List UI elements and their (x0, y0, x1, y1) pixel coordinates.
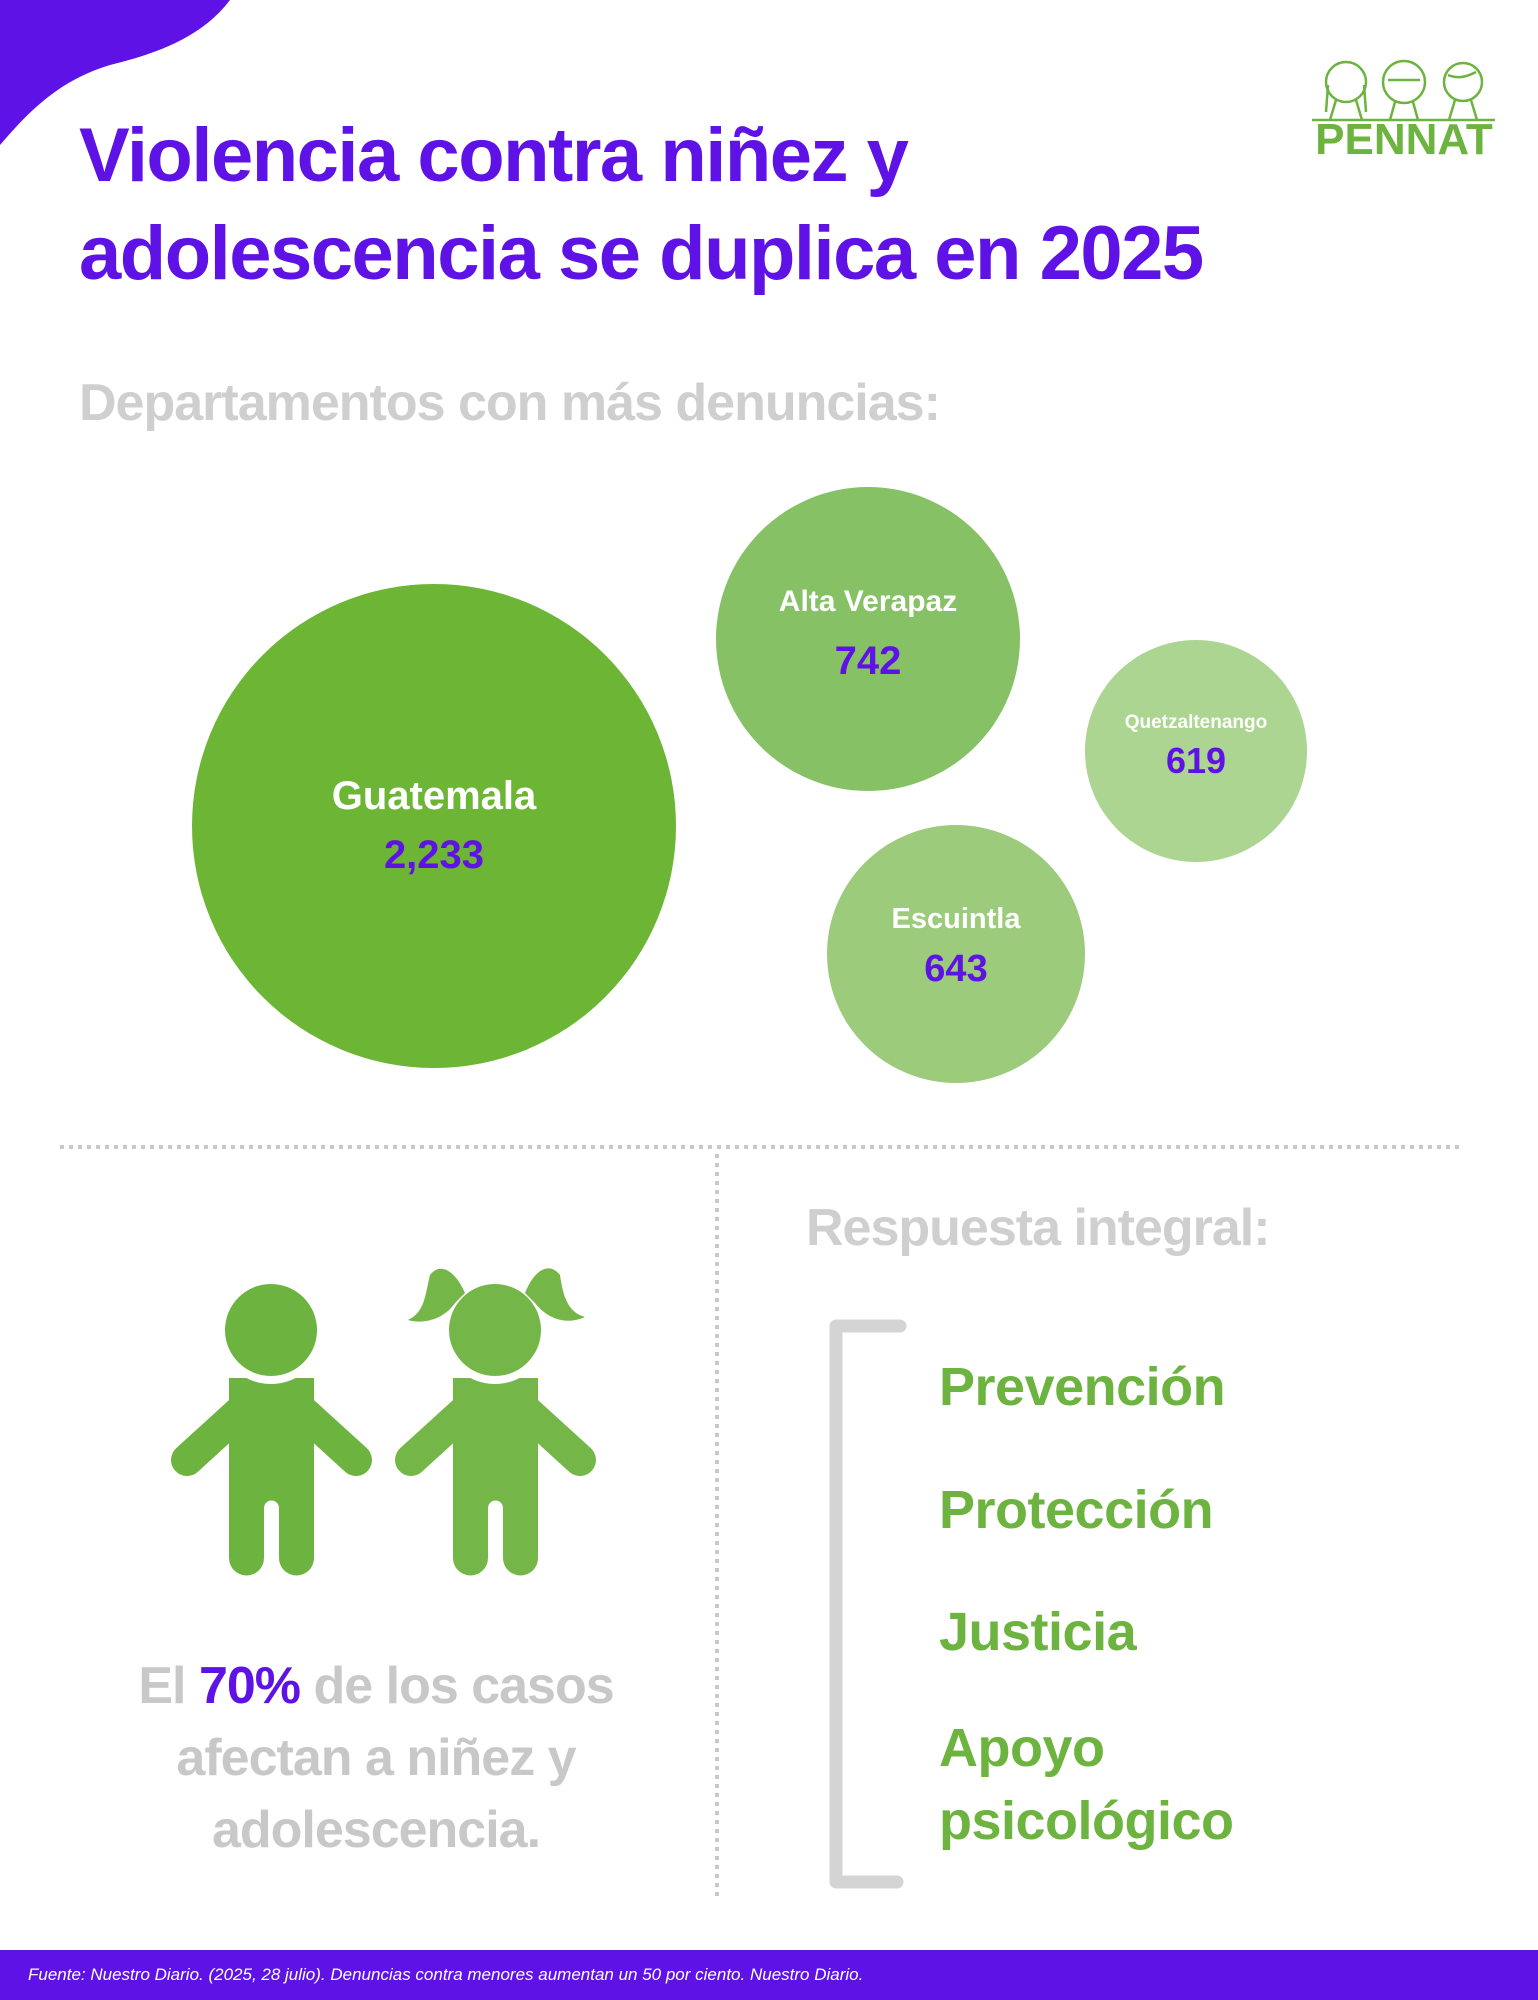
bubble-label: Alta Verapaz (778, 584, 958, 618)
bubble-label: Guatemala (331, 774, 537, 818)
bubble-value: 619 (1165, 740, 1227, 781)
bubble-value: 742 (834, 638, 902, 683)
response-item-justicia: Justicia (939, 1602, 1137, 1662)
stat-rest: de los casos (313, 1657, 614, 1715)
response-item-proteccion: Protección (939, 1480, 1214, 1540)
stat-prefix: El (138, 1657, 186, 1715)
logo-text: PENNAT (1315, 115, 1493, 164)
bubble-guatemala: Guatemala 2,233 (192, 584, 676, 1068)
page-title-line1: Violencia contra niñez y (79, 113, 909, 198)
stat-percent: 70% (198, 1657, 301, 1715)
bubble-quetzaltenango: Quetzaltenango 619 (1085, 640, 1307, 862)
response-item-psicologico: psicológico (939, 1791, 1234, 1851)
bubble-label: Quetzaltenango (1124, 712, 1268, 733)
bubble-label: Escuintla (891, 903, 1021, 935)
boy-icon (171, 1276, 372, 1576)
page-title-line2: adolescencia se duplica en 2025 (79, 211, 1204, 296)
bubble-value: 2,233 (383, 833, 485, 877)
footer-source: Fuente: Nuestro Diario. (2025, 28 julio)… (0, 1950, 1538, 2000)
response-item-apoyo: Apoyo (939, 1718, 1105, 1778)
bubble-escuintla: Escuintla 643 (827, 825, 1085, 1083)
stat-line2: afectan a niñez y (176, 1729, 576, 1787)
bracket (829, 1319, 907, 1889)
bubble-alta-verapaz: Alta Verapaz 742 (716, 487, 1020, 791)
response-item-prevencion: Prevención (939, 1357, 1226, 1417)
pennat-logo-icon (1312, 59, 1495, 122)
stat-text: El 70% de los casos afectan a niñez y ad… (60, 1650, 692, 1866)
bubble-value: 643 (924, 948, 988, 990)
stat-line3: adolescencia. (211, 1801, 541, 1859)
response-heading: Respuesta integral: (806, 1199, 1271, 1257)
girl-icon (395, 1268, 596, 1576)
departments-heading: Departamentos con más denuncias: (79, 374, 941, 432)
corner-blob (0, 0, 230, 145)
